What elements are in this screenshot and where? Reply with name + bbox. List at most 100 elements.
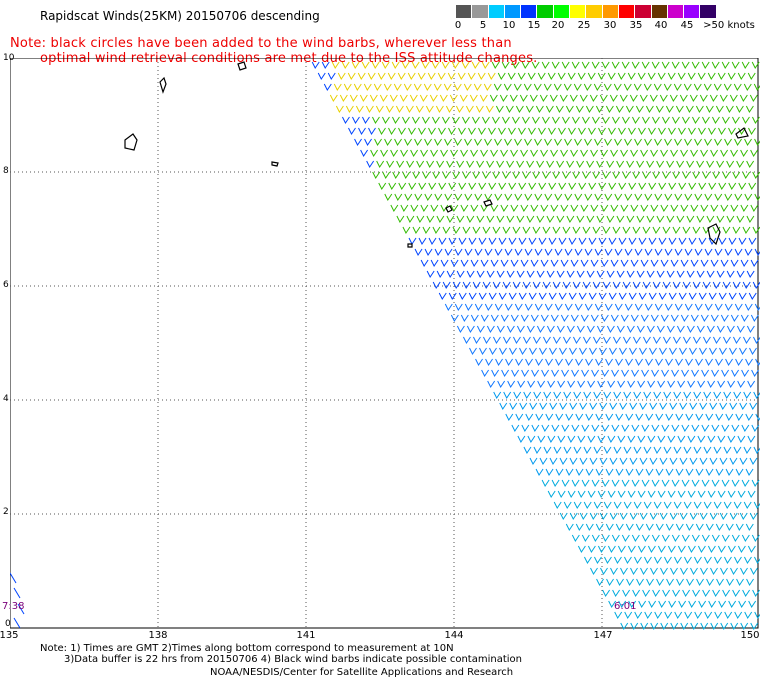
wind-barb — [385, 105, 394, 113]
colorbar-label: 35 — [629, 20, 643, 31]
wind-barb — [631, 369, 640, 377]
wind-barb — [518, 237, 527, 245]
wind-barb — [644, 193, 653, 201]
wind-barb — [689, 457, 698, 465]
wind-barb — [739, 512, 748, 520]
wind-barb — [645, 358, 653, 366]
wind-barb — [653, 446, 662, 454]
wind-barb — [594, 138, 602, 146]
wind-barb — [695, 523, 704, 531]
wind-barb — [559, 94, 568, 102]
wind-barb — [623, 336, 631, 344]
wind-barb — [574, 138, 582, 146]
wind-barb — [554, 303, 563, 311]
wind-barb — [438, 237, 447, 245]
wind-barb — [497, 380, 506, 388]
wind-barb — [442, 226, 451, 234]
wind-barb — [531, 424, 540, 432]
wind-barb — [537, 380, 546, 388]
wind-barb — [617, 435, 626, 443]
wind-barb — [657, 380, 666, 388]
wind-barb — [657, 490, 666, 498]
wind-barb — [599, 347, 607, 355]
wind-barb — [596, 578, 604, 586]
wind-barb — [666, 325, 675, 333]
wind-barb — [669, 402, 678, 410]
wind-barb — [397, 72, 406, 80]
wind-barb — [511, 61, 520, 69]
wind-barb — [372, 116, 380, 124]
wind-barb — [618, 182, 627, 190]
wind-barb — [472, 281, 481, 289]
wind-barb — [512, 116, 520, 124]
wind-barb — [640, 622, 649, 630]
wind-barb — [539, 94, 548, 102]
wind-barb — [518, 292, 527, 300]
wind-barb — [398, 127, 406, 135]
wind-barb — [734, 248, 743, 256]
wind-barb — [552, 116, 560, 124]
wind-barb — [423, 83, 432, 91]
wind-barb — [639, 457, 648, 465]
wind-barb — [580, 314, 589, 322]
wind-barb — [681, 61, 690, 69]
wind-barb — [613, 391, 622, 399]
wind-barb — [504, 193, 513, 201]
wind-barb — [714, 193, 723, 201]
wind-barb — [628, 182, 637, 190]
wind-barb — [618, 127, 626, 135]
wind-barb — [567, 435, 576, 443]
wind-barb — [553, 336, 561, 344]
wind-barb — [498, 237, 507, 245]
wind-barb — [402, 226, 411, 234]
wind-barb — [600, 259, 609, 267]
wind-barb — [359, 94, 368, 102]
wind-barb — [615, 523, 624, 531]
wind-barb — [689, 94, 698, 102]
wind-barb — [553, 501, 562, 509]
wind-barb — [479, 94, 488, 102]
wind-barb — [649, 512, 658, 520]
wind-barb — [698, 182, 707, 190]
wind-barb — [648, 600, 657, 608]
wind-barb — [492, 281, 501, 289]
wind-barb — [476, 325, 485, 333]
wind-barb — [525, 358, 533, 366]
wind-barb — [691, 479, 700, 487]
wind-barb — [654, 248, 663, 256]
wind-barb — [457, 72, 466, 80]
wind-barb — [422, 226, 431, 234]
colorbar-label: 25 — [577, 20, 591, 31]
wind-barb — [641, 534, 650, 542]
wind-barb — [500, 204, 509, 212]
wind-barb — [754, 138, 760, 146]
wind-barb — [750, 567, 758, 575]
wind-barb — [584, 556, 592, 564]
wind-barb — [671, 534, 680, 542]
wind-barb — [671, 479, 680, 487]
wind-barb — [615, 105, 624, 113]
wind-barb — [746, 215, 755, 223]
wind-barb — [557, 490, 566, 498]
wind-barb — [724, 138, 732, 146]
wind-barb — [669, 347, 677, 355]
wind-barb — [651, 369, 660, 377]
wind-barb — [620, 204, 629, 212]
wind-barb — [529, 402, 538, 410]
wind-barb — [538, 127, 546, 135]
wind-barb — [624, 138, 632, 146]
wind-barb — [688, 127, 696, 135]
wind-barb — [404, 193, 413, 201]
wind-barb — [533, 83, 542, 91]
wind-barb — [674, 303, 683, 311]
wind-barb — [680, 314, 689, 322]
wind-barb — [554, 138, 562, 146]
wind-barb — [540, 204, 549, 212]
wind-barb — [461, 61, 470, 69]
wind-barb — [614, 248, 623, 256]
wind-barb — [534, 303, 543, 311]
wind-barb — [719, 347, 727, 355]
wind-barb — [652, 116, 660, 124]
wind-barb — [337, 72, 346, 80]
wind-barb — [708, 127, 716, 135]
